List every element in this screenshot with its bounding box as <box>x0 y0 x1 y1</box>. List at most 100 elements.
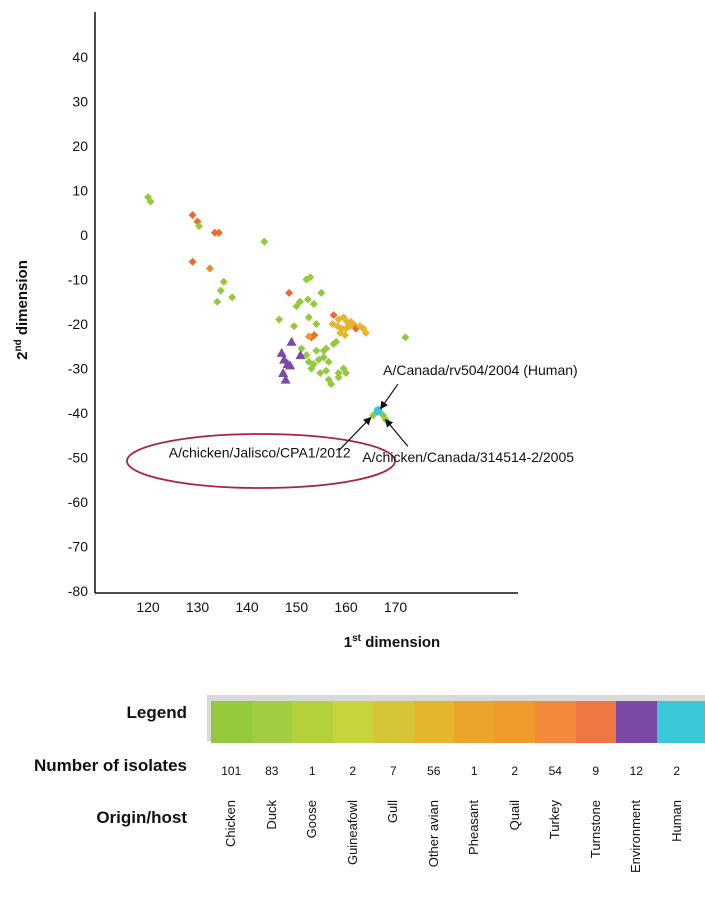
data-point <box>285 288 294 297</box>
data-point <box>260 237 269 246</box>
y-axis-title-sup: nd <box>13 339 24 351</box>
legend-swatch <box>292 701 333 743</box>
data-point <box>334 368 343 377</box>
y-tick-label: -80 <box>68 583 88 599</box>
legend-swatch <box>211 701 252 743</box>
data-point <box>295 297 304 306</box>
legend-swatch <box>251 701 293 743</box>
data-points <box>144 193 410 424</box>
data-point <box>214 228 223 237</box>
x-tick-label: 140 <box>235 599 259 615</box>
y-tick-label: -10 <box>68 272 88 288</box>
legend-count: 2 <box>349 764 357 778</box>
legend-host-label: Turkey <box>547 800 563 840</box>
data-point <box>275 315 284 324</box>
legend-row-label: Legend <box>126 703 187 722</box>
data-point <box>219 277 228 286</box>
legend-host-label: Human <box>668 800 684 842</box>
data-point <box>216 286 225 295</box>
legend-count: 9 <box>592 764 600 778</box>
legend-count: 2 <box>673 764 681 778</box>
data-point <box>317 288 326 297</box>
legend-swatch <box>616 701 657 743</box>
data-point <box>286 336 297 346</box>
annotation-arrow <box>380 383 399 410</box>
legend-swatch <box>332 701 374 743</box>
legend-host-label: Guineafowl <box>344 800 360 866</box>
data-point <box>322 344 331 353</box>
y-tick-label: 10 <box>72 183 88 199</box>
data-point <box>312 346 321 355</box>
legend-host-label: Duck <box>263 800 279 830</box>
y-tick-label: -50 <box>68 450 88 466</box>
annotations: A/Canada/rv504/2004 (Human) A/chicken/Can… <box>169 362 578 465</box>
legend-count: 83 <box>265 764 279 778</box>
legend-host-label: Gull <box>385 800 401 824</box>
data-point <box>312 320 321 328</box>
data-point <box>329 340 338 349</box>
legend-count: 12 <box>629 764 643 778</box>
annotation-label: A/Canada/rv504/2004 (Human) <box>383 362 578 378</box>
data-point <box>401 333 410 342</box>
legend-count: 56 <box>427 764 441 778</box>
data-point <box>188 210 197 219</box>
data-point <box>280 374 291 384</box>
data-point <box>329 311 338 320</box>
legend-host-label: Quail <box>506 800 522 831</box>
highlight-ellipse <box>126 433 396 489</box>
x-tick-label: 130 <box>186 599 210 615</box>
x-tick-label: 160 <box>334 599 358 615</box>
host-row-label: Origin/host <box>96 808 187 827</box>
y-axis-ticks: 40 30 20 10 0 -10 -20 -30 -40 -50 -60 -70 -80 <box>68 49 88 599</box>
legend-host-label: Pheasant <box>466 800 482 855</box>
data-point <box>319 353 328 362</box>
y-tick-label: 40 <box>72 49 88 65</box>
scatter-plot: 40 30 20 10 0 -10 -20 -30 -40 -50 -60 -70 -80 120 130… <box>13 12 578 650</box>
legend-count: 7 <box>389 764 397 778</box>
y-tick-label: -40 <box>68 405 88 421</box>
legend-host-label: Turnstone <box>587 800 603 859</box>
data-point <box>316 368 325 377</box>
data-point <box>295 350 306 360</box>
data-point <box>302 351 311 360</box>
data-point <box>304 332 313 341</box>
legend-swatch <box>373 701 414 743</box>
data-point <box>213 297 222 306</box>
y-tick-label: -70 <box>68 539 88 555</box>
x-axis-title: 1st dimension <box>344 633 440 650</box>
data-point <box>194 222 203 231</box>
data-point <box>327 380 336 389</box>
y-tick-label: -20 <box>68 316 88 332</box>
data-point <box>290 322 299 331</box>
data-point <box>342 368 350 377</box>
legend-swatch <box>454 701 495 743</box>
legend-count: 1 <box>470 764 478 778</box>
y-axis-title: 2nd dimension <box>13 260 31 360</box>
legend-count: 1 <box>308 764 316 778</box>
x-tick-label: 120 <box>136 599 160 615</box>
legend-swatch <box>656 701 705 743</box>
y-axis-title-rest: dimension <box>14 260 31 339</box>
legend-swatch <box>535 701 576 743</box>
data-point <box>304 313 313 322</box>
legend-panel: Legend Number of isolates Origin/host 10… <box>0 690 705 899</box>
x-tick-label: 150 <box>285 599 309 615</box>
x-axis-ticks: 120 130 140 150 160 170 <box>136 599 407 615</box>
data-point <box>334 373 343 382</box>
data-point <box>322 366 331 375</box>
data-point <box>285 360 296 370</box>
annotation-label: A/chicken/Jalisco/CPA1/2012 <box>169 445 351 461</box>
data-point <box>310 331 319 340</box>
data-point <box>306 273 315 282</box>
count-row-label: Number of isolates <box>33 756 187 775</box>
x-axis-title-sup: st <box>352 633 362 644</box>
data-point <box>146 197 155 206</box>
annotation-label: A/chicken/Canada/314514-2/2005 <box>362 449 574 465</box>
x-tick-label: 170 <box>384 599 408 615</box>
data-point <box>309 299 318 308</box>
y-axis-title-main: 2 <box>14 352 31 360</box>
data-point <box>346 317 355 326</box>
x-axis-title-rest: dimension <box>361 634 440 650</box>
data-point <box>276 347 287 357</box>
y-tick-label: 20 <box>72 138 88 154</box>
